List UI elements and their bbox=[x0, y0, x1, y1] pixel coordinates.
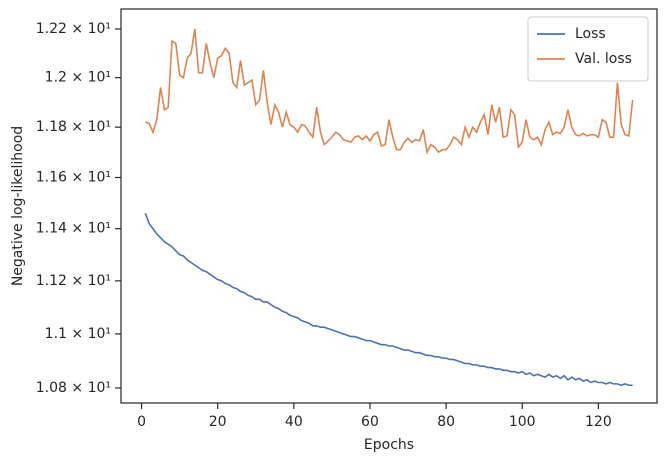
y-tick-label: 1.1 × 10¹ bbox=[45, 326, 111, 342]
x-tick-label: 100 bbox=[509, 414, 536, 430]
legend-label: Loss bbox=[575, 26, 606, 42]
x-tick-label: 0 bbox=[137, 414, 146, 430]
plot-frame bbox=[120, 8, 658, 404]
y-tick-label: 1.18 × 10¹ bbox=[36, 119, 111, 135]
x-tick-label: 60 bbox=[361, 414, 379, 430]
series-line bbox=[144, 212, 633, 387]
series-line bbox=[145, 28, 634, 155]
y-tick-label: 1.14 × 10¹ bbox=[36, 221, 111, 237]
y-tick-label: 1.12 × 10¹ bbox=[36, 273, 111, 289]
y-tick-label: 1.22 × 10¹ bbox=[36, 21, 111, 37]
x-axis-label: Epochs bbox=[364, 437, 414, 453]
x-tick-label: 40 bbox=[285, 414, 303, 430]
y-tick-label: 1.16 × 10¹ bbox=[36, 169, 111, 185]
x-tick-label: 120 bbox=[585, 414, 612, 430]
x-tick-label: 20 bbox=[209, 414, 227, 430]
x-tick-label: 80 bbox=[437, 414, 455, 430]
legend-label: Val. loss bbox=[575, 51, 632, 67]
legend-box bbox=[527, 16, 649, 82]
y-tick-label: 1.2 × 10¹ bbox=[45, 70, 111, 86]
y-axis-label: Negative log-likelihood bbox=[10, 126, 26, 286]
y-tick-label: 1.08 × 10¹ bbox=[36, 380, 111, 396]
